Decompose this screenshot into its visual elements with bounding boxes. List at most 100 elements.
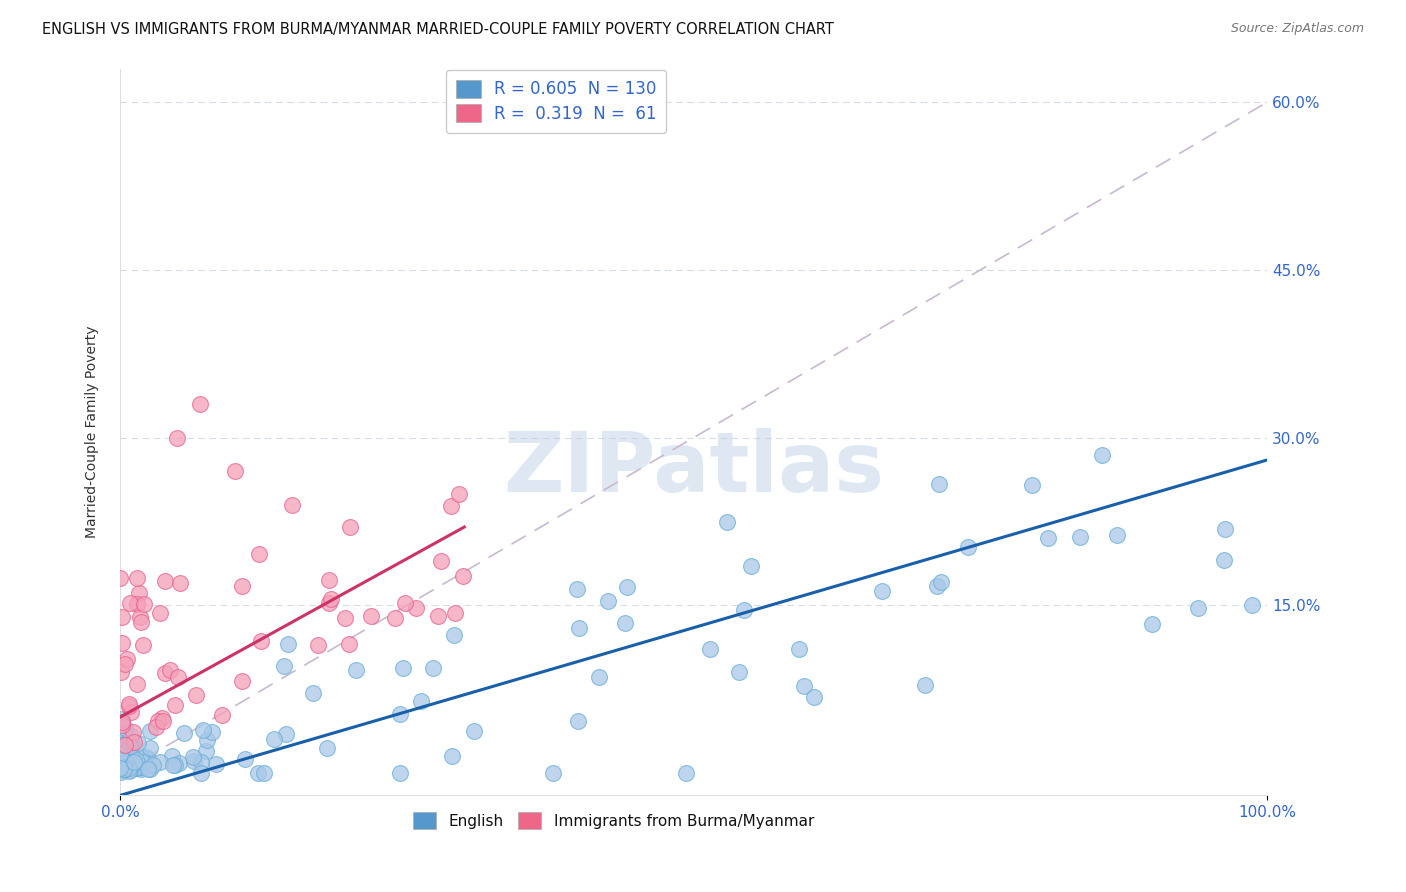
Point	[111, 737, 134, 751]
Point	[675, 766, 697, 780]
Point	[125, 761, 148, 775]
Point	[150, 710, 173, 724]
Point	[111, 717, 134, 731]
Point	[191, 723, 214, 738]
Point	[142, 758, 165, 772]
Point	[273, 659, 295, 673]
Point	[447, 487, 470, 501]
Point	[427, 609, 450, 624]
Point	[598, 594, 620, 608]
Point	[318, 573, 340, 587]
Point	[125, 759, 148, 773]
Point	[360, 608, 382, 623]
Point	[110, 665, 132, 680]
Point	[160, 749, 183, 764]
Point	[308, 638, 330, 652]
Point	[124, 756, 146, 770]
Point	[110, 755, 132, 769]
Point	[394, 596, 416, 610]
Point	[110, 761, 132, 775]
Point	[146, 714, 169, 728]
Point	[392, 661, 415, 675]
Point	[231, 673, 253, 688]
Point	[195, 733, 218, 747]
Point	[127, 597, 149, 611]
Point	[231, 579, 253, 593]
Point	[451, 569, 474, 583]
Point	[132, 755, 155, 769]
Point	[430, 553, 453, 567]
Point	[110, 758, 132, 772]
Point	[1036, 531, 1059, 545]
Point	[1212, 553, 1234, 567]
Point	[263, 732, 285, 747]
Point	[129, 615, 152, 630]
Point	[120, 763, 142, 777]
Point	[115, 652, 138, 666]
Point	[118, 699, 141, 714]
Point	[316, 741, 339, 756]
Point	[302, 686, 325, 700]
Point	[1187, 601, 1209, 615]
Point	[149, 756, 172, 770]
Point	[136, 752, 159, 766]
Point	[112, 763, 135, 777]
Point	[111, 636, 134, 650]
Point	[124, 761, 146, 775]
Point	[136, 762, 159, 776]
Point	[110, 571, 132, 585]
Point	[333, 611, 356, 625]
Point	[112, 758, 135, 772]
Point	[201, 724, 224, 739]
Point	[117, 736, 139, 750]
Point	[740, 559, 762, 574]
Point	[541, 766, 564, 780]
Point	[253, 766, 276, 780]
Point	[929, 574, 952, 589]
Point	[108, 714, 131, 729]
Point	[132, 638, 155, 652]
Point	[122, 725, 145, 739]
Point	[132, 598, 155, 612]
Point	[114, 738, 136, 752]
Point	[129, 762, 152, 776]
Point	[914, 678, 936, 692]
Text: ZIPatlas: ZIPatlas	[503, 428, 884, 508]
Text: ENGLISH VS IMMIGRANTS FROM BURMA/MYANMAR MARRIED-COUPLE FAMILY POVERTY CORRELATI: ENGLISH VS IMMIGRANTS FROM BURMA/MYANMAR…	[42, 22, 834, 37]
Point	[614, 615, 637, 630]
Point	[120, 705, 142, 719]
Point	[318, 596, 340, 610]
Point	[167, 756, 190, 770]
Point	[114, 758, 136, 772]
Point	[567, 714, 589, 728]
Y-axis label: Married-Couple Family Poverty: Married-Couple Family Poverty	[86, 326, 100, 538]
Point	[125, 677, 148, 691]
Point	[110, 763, 132, 777]
Point	[733, 603, 755, 617]
Point	[118, 761, 141, 775]
Point	[405, 601, 427, 615]
Point	[716, 515, 738, 529]
Point	[145, 720, 167, 734]
Point	[114, 721, 136, 735]
Point	[793, 679, 815, 693]
Point	[125, 753, 148, 767]
Point	[444, 606, 467, 620]
Point	[870, 583, 893, 598]
Point	[162, 758, 184, 772]
Point	[928, 476, 950, 491]
Point	[110, 754, 132, 768]
Point	[127, 756, 149, 771]
Point	[124, 757, 146, 772]
Point	[224, 464, 246, 478]
Point	[163, 698, 186, 713]
Point	[114, 760, 136, 774]
Point	[120, 729, 142, 743]
Point	[319, 591, 342, 606]
Point	[111, 610, 134, 624]
Point	[344, 663, 367, 677]
Point	[110, 746, 132, 760]
Point	[339, 520, 361, 534]
Point	[120, 747, 142, 761]
Point	[127, 736, 149, 750]
